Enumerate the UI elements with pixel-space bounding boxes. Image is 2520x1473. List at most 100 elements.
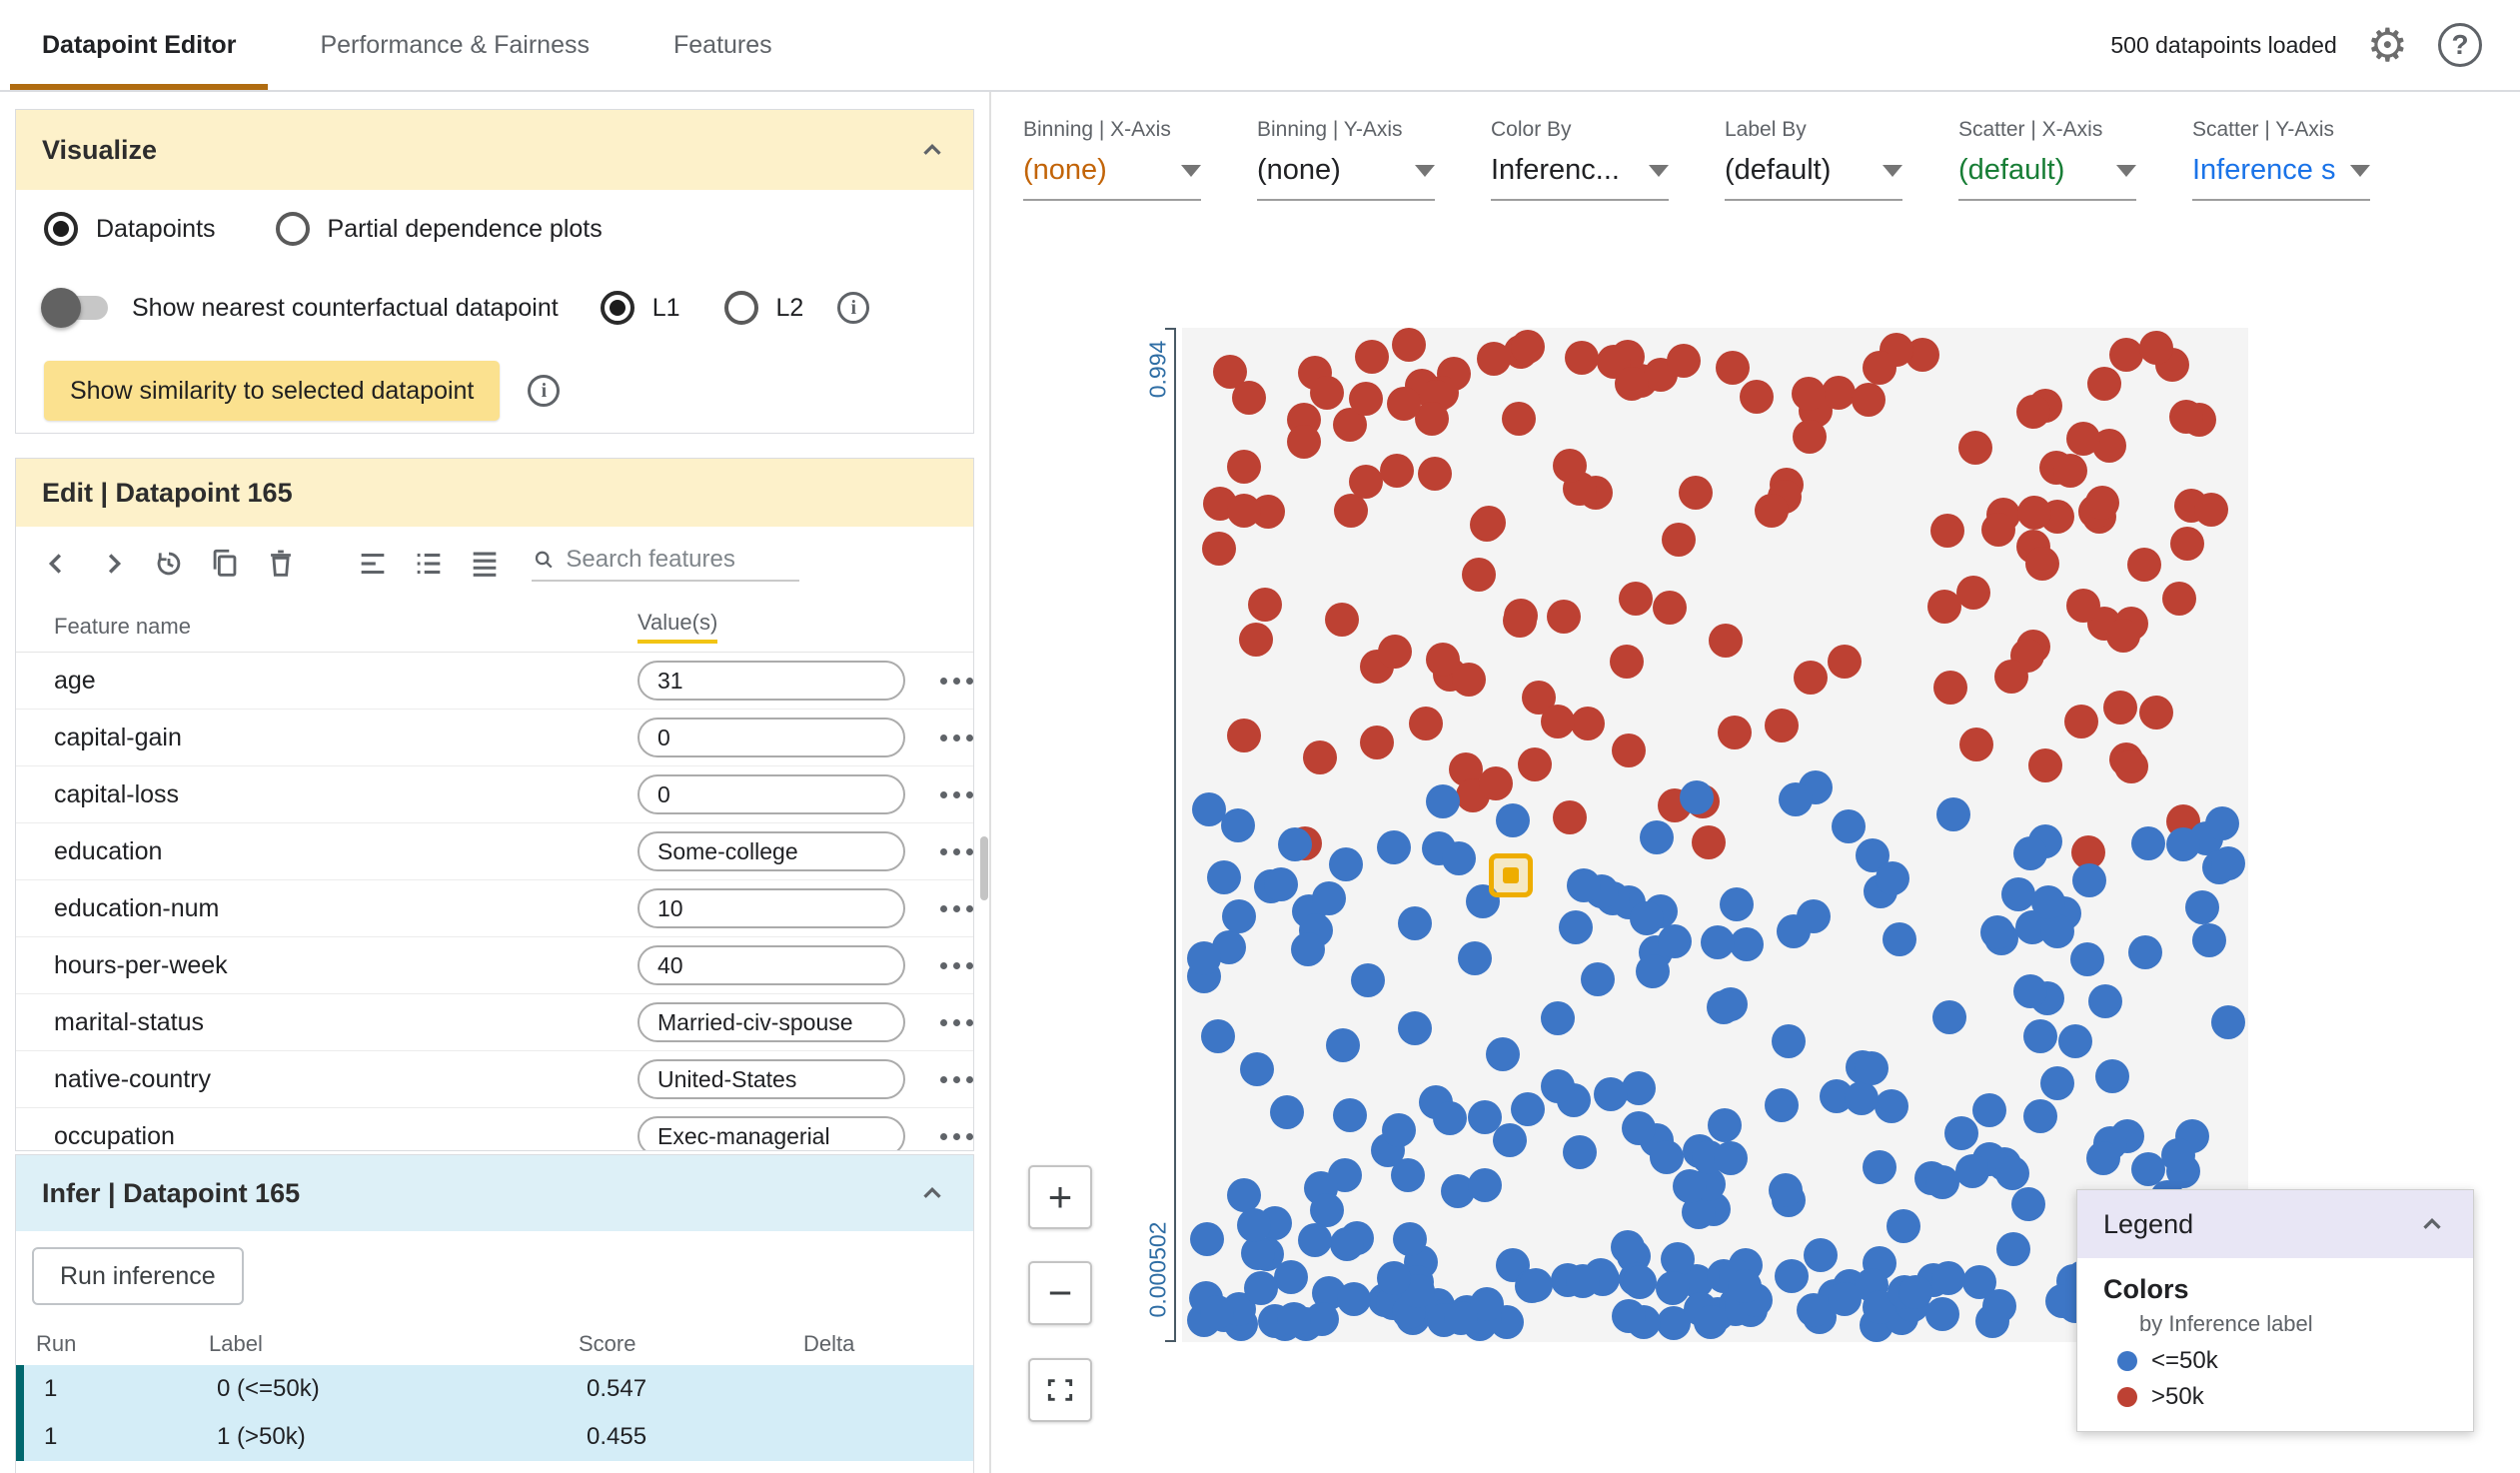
datapoint-blue[interactable]	[1971, 1093, 2006, 1127]
datapoint-blue[interactable]	[1226, 1177, 1261, 1212]
feature-more-button[interactable]	[937, 661, 973, 701]
datapoint-red[interactable]	[1993, 659, 2028, 694]
datapoint-blue[interactable]	[1443, 1300, 1478, 1335]
datapoint-red[interactable]	[1359, 725, 1394, 759]
datapoint-red[interactable]	[1791, 376, 1826, 411]
settings-gear-icon[interactable]: ⚙	[2366, 19, 2408, 71]
feature-more-button[interactable]	[937, 718, 973, 757]
datapoint-blue[interactable]	[1263, 866, 1298, 901]
help-icon[interactable]: ?	[2438, 23, 2482, 67]
datapoint-red[interactable]	[2084, 485, 2119, 520]
datapoint-blue[interactable]	[1510, 1091, 1545, 1126]
datapoint-blue[interactable]	[1862, 1149, 1896, 1184]
chevron-up-icon[interactable]	[917, 1178, 947, 1208]
datapoint-red[interactable]	[1764, 709, 1799, 743]
datapoint-red[interactable]	[2109, 338, 2144, 373]
datapoint-blue[interactable]	[1493, 1122, 1528, 1157]
datapoint-blue[interactable]	[1220, 808, 1255, 843]
similarity-info-icon[interactable]: i	[528, 375, 561, 407]
datapoint-blue[interactable]	[1897, 1274, 1932, 1309]
datapoint-blue[interactable]	[1187, 940, 1222, 975]
datapoint-blue[interactable]	[1581, 961, 1616, 996]
datapoint-blue[interactable]	[1426, 784, 1460, 818]
datapoint-blue[interactable]	[1201, 1018, 1236, 1053]
datapoint-blue[interactable]	[2071, 863, 2106, 898]
datapoint-blue[interactable]	[1707, 989, 1742, 1024]
datapoint-blue[interactable]	[1392, 1221, 1427, 1256]
datapoint-blue[interactable]	[2013, 835, 2048, 870]
visualize-header[interactable]: Visualize	[16, 110, 973, 190]
datapoint-red[interactable]	[1334, 494, 1369, 529]
datapoint-red[interactable]	[1238, 622, 1273, 657]
datapoint-blue[interactable]	[1567, 868, 1602, 903]
datapoint-blue[interactable]	[2057, 1024, 2092, 1059]
datapoint-red[interactable]	[1325, 603, 1360, 638]
datapoint-blue[interactable]	[1565, 1264, 1600, 1299]
datapoint-blue[interactable]	[1803, 1237, 1838, 1272]
datapoint-red[interactable]	[1226, 493, 1261, 528]
datapoint-blue[interactable]	[1673, 1168, 1708, 1203]
datapoint-blue[interactable]	[1935, 796, 1970, 831]
legend-header[interactable]: Legend	[2077, 1190, 2473, 1258]
datapoint-red[interactable]	[1553, 799, 1588, 834]
datapoint-blue[interactable]	[1222, 899, 1257, 934]
datapoint-red[interactable]	[1226, 719, 1261, 753]
datapoint-red[interactable]	[1793, 419, 1827, 454]
search-features-input[interactable]	[566, 546, 799, 574]
datapoint-red[interactable]	[2113, 748, 2148, 783]
datapoint-red[interactable]	[1510, 329, 1545, 364]
datapoint-blue[interactable]	[1831, 808, 1866, 843]
datapoint-blue[interactable]	[1694, 1304, 1728, 1339]
next-datapoint-button[interactable]	[90, 541, 136, 587]
datapoint-red[interactable]	[1740, 379, 1775, 414]
datapoint-blue[interactable]	[1719, 887, 1754, 922]
datapoint-red[interactable]	[2102, 690, 2137, 725]
datapoint-red[interactable]	[2086, 366, 2121, 401]
datapoint-red[interactable]	[1232, 380, 1267, 415]
datapoint-blue[interactable]	[2012, 973, 2047, 1008]
datapoint-blue[interactable]	[2185, 889, 2220, 924]
datapoint-blue[interactable]	[1924, 1165, 1959, 1200]
datapoint-red[interactable]	[1852, 382, 1887, 417]
datapoint-red[interactable]	[2168, 400, 2203, 435]
datapoint-blue[interactable]	[1622, 1264, 1657, 1299]
datapoint-blue[interactable]	[1730, 927, 1764, 962]
datapoint-blue[interactable]	[1887, 1209, 1920, 1244]
datapoint-blue[interactable]	[1558, 910, 1593, 945]
selected-datapoint-marker[interactable]	[1488, 853, 1533, 898]
datapoint-blue[interactable]	[2128, 934, 2163, 969]
delete-datapoint-button[interactable]	[258, 541, 304, 587]
datapoint-blue[interactable]	[1955, 1153, 1990, 1188]
feature-value-input[interactable]: 0	[637, 774, 905, 814]
datapoint-red[interactable]	[2064, 704, 2098, 738]
datapoint-blue[interactable]	[1797, 899, 1832, 934]
datapoint-red[interactable]	[1377, 635, 1412, 670]
datapoint-blue[interactable]	[1325, 1027, 1360, 1062]
datapoint-red[interactable]	[1518, 746, 1552, 781]
infer-header[interactable]: Infer | Datapoint 165	[16, 1155, 973, 1231]
datapoint-red[interactable]	[1570, 707, 1605, 741]
datapoint-blue[interactable]	[2030, 884, 2065, 919]
feature-value-input[interactable]: Married-civ-spouse	[637, 1002, 905, 1042]
datapoint-blue[interactable]	[1714, 1141, 1749, 1176]
feature-more-button[interactable]	[937, 945, 973, 985]
datapoint-blue[interactable]	[1312, 881, 1347, 915]
datapoint-red[interactable]	[1716, 351, 1751, 386]
datapoint-red[interactable]	[1501, 401, 1536, 436]
datapoint-blue[interactable]	[1612, 1299, 1647, 1333]
datapoint-red[interactable]	[1958, 727, 1993, 761]
datapoint-red[interactable]	[1709, 624, 1743, 659]
datapoint-red[interactable]	[1310, 375, 1344, 410]
tab-datapoint-editor[interactable]: Datapoint Editor	[0, 0, 278, 90]
datapoint-blue[interactable]	[1457, 940, 1492, 975]
datapoint-blue[interactable]	[2210, 1004, 2245, 1039]
control-select[interactable]: (default)	[1958, 154, 2136, 201]
datapoint-red[interactable]	[1611, 734, 1646, 768]
datapoint-blue[interactable]	[1996, 1232, 2031, 1266]
datapoint-blue[interactable]	[1541, 1001, 1576, 1035]
datapoint-red[interactable]	[1679, 475, 1714, 510]
datapoint-red[interactable]	[1547, 600, 1582, 634]
datapoint-blue[interactable]	[1310, 1192, 1345, 1227]
datapoint-blue[interactable]	[1350, 962, 1385, 997]
datapoint-blue[interactable]	[2161, 1138, 2196, 1173]
